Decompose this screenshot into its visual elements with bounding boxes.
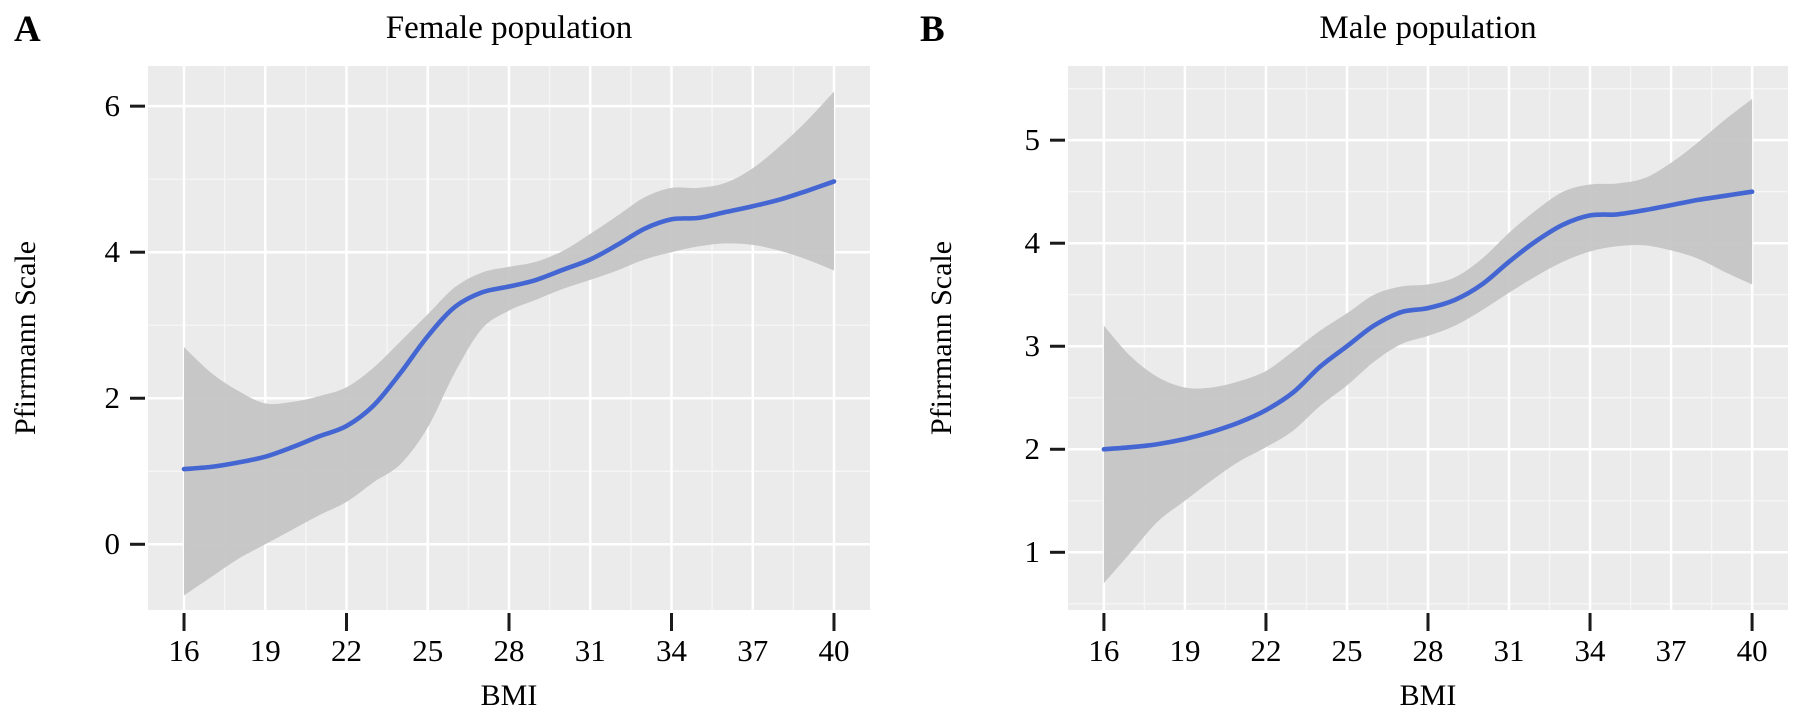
y-tick-label: 1 <box>1024 534 1041 570</box>
x-tick-label: 19 <box>1169 633 1201 668</box>
x-tick-label: 28 <box>493 633 525 668</box>
male-population-plot <box>1050 66 1788 631</box>
x-tick-label: 34 <box>655 633 687 668</box>
confidence-band <box>1103 99 1753 584</box>
panel-b-letter: B <box>920 9 945 50</box>
male-population-svg <box>1050 66 1788 631</box>
x-tick-label: 19 <box>249 633 281 668</box>
x-tick-label: 16 <box>1088 633 1120 668</box>
x-tick-label: 34 <box>1574 633 1606 668</box>
y-tick-label: 4 <box>1024 225 1041 261</box>
panel-a-title: Female population <box>385 10 633 46</box>
panel-a-letter: A <box>14 9 41 50</box>
x-tick-label: 37 <box>737 633 769 668</box>
fit-line <box>1101 189 1755 452</box>
x-tick-label: 37 <box>1655 633 1687 668</box>
female-population-svg <box>130 66 870 631</box>
x-tick-label: 40 <box>818 633 850 668</box>
panel-a-x-axis-title: BMI <box>480 679 538 712</box>
y-tick-label: 4 <box>104 234 121 270</box>
x-tick-label: 25 <box>1331 633 1363 668</box>
y-tick-label: 6 <box>104 88 121 124</box>
x-tick-label: 22 <box>1250 633 1282 668</box>
x-tick-label: 31 <box>574 633 606 668</box>
x-tick-label: 16 <box>168 633 200 668</box>
y-tick-label: 2 <box>1024 431 1041 467</box>
y-tick-label: 2 <box>104 380 121 416</box>
panel-b-x-axis-title: BMI <box>1399 679 1457 712</box>
y-tick-label: 3 <box>1024 328 1041 364</box>
x-tick-label: 22 <box>331 633 362 668</box>
x-tick-label: 25 <box>412 633 444 668</box>
x-tick-label: 31 <box>1493 633 1525 668</box>
female-population-plot <box>130 66 870 631</box>
panel-b-title: Male population <box>1319 10 1537 46</box>
fit-line <box>181 179 837 472</box>
x-tick-label: 40 <box>1736 633 1768 668</box>
panel-b-y-axis-title: Pfirrmann Scale <box>925 240 958 436</box>
y-tick-label: 0 <box>104 526 121 562</box>
panel-a-y-axis-title: Pfirrmann Scale <box>9 240 42 436</box>
x-tick-label: 28 <box>1412 633 1444 668</box>
y-tick-label: 5 <box>1024 122 1041 158</box>
